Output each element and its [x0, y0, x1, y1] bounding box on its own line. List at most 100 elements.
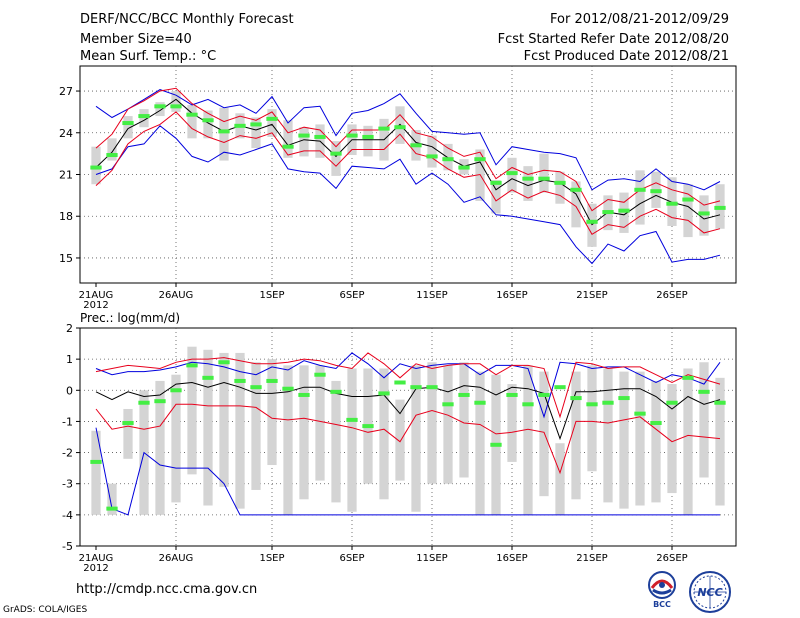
precipitation-y-tick-label: -4	[62, 509, 73, 522]
precipitation-mean-line	[95, 381, 721, 441]
temperature-x-tick-sublabel: 2012	[83, 300, 108, 311]
precipitation-box	[299, 365, 309, 500]
precipitation-box	[107, 483, 117, 515]
temperature-median-mark	[138, 114, 150, 119]
precipitation-y-tick-label: -5	[62, 540, 73, 553]
precipitation-x-tick-label: 26AUG	[159, 553, 194, 564]
precipitation-median-mark	[314, 372, 326, 377]
precipitation-median-mark	[410, 385, 422, 390]
temperature-median-mark	[602, 210, 614, 215]
precipitation-box	[123, 408, 133, 459]
precipitation-box	[699, 362, 709, 478]
precipitation-y-tick-label: -3	[62, 478, 73, 491]
precipitation-box	[187, 346, 197, 475]
precipitation-box	[443, 365, 453, 484]
temperature-median-mark	[346, 133, 358, 138]
precipitation-box	[155, 380, 165, 515]
precipitation-median-mark	[90, 459, 102, 464]
temperature-median-mark	[314, 134, 326, 139]
temperature-median-mark	[490, 180, 502, 185]
produced-date: Fcst Produced Date 2012/08/21	[523, 49, 729, 64]
temperature-median-mark	[154, 104, 166, 109]
temperature-box	[443, 143, 453, 171]
temperature-median-mark	[714, 205, 726, 210]
precipitation-box	[219, 352, 229, 487]
precipitation-median-mark	[666, 400, 678, 405]
temperature-box	[699, 195, 709, 236]
precipitation-box	[555, 443, 565, 515]
precipitation-median-mark	[298, 392, 310, 397]
precipitation-box	[235, 352, 245, 509]
precipitation-x-tick-label: 21SEP	[576, 553, 607, 564]
precipitation-median-mark	[218, 360, 230, 365]
temperature-median-mark	[634, 187, 646, 192]
temperature-box	[507, 157, 517, 193]
temperature-box	[587, 203, 597, 247]
precipitation-median-mark	[570, 396, 582, 401]
temperature-median-mark	[570, 187, 582, 192]
precipitation-box	[395, 399, 405, 481]
temperature-box	[91, 146, 101, 185]
precipitation-median-mark	[618, 396, 630, 401]
precipitation-median-mark	[442, 402, 454, 407]
temperature-median-mark	[298, 133, 310, 138]
temperature-median-mark	[186, 112, 198, 117]
temperature-median-mark	[330, 151, 342, 156]
temperature-box	[667, 177, 677, 226]
temperature-box	[363, 125, 373, 157]
temperature-median-mark	[538, 176, 550, 181]
temperature-median-mark	[522, 176, 534, 181]
temperature-box	[203, 110, 213, 139]
precipitation-box	[507, 384, 517, 462]
precipitation-median-mark	[698, 389, 710, 394]
temperature-median-mark	[266, 116, 278, 121]
precipitation-median-mark	[346, 417, 358, 422]
precipitation-y-tick-label: 0	[66, 384, 73, 397]
temperature-y-tick-label: 24	[59, 127, 73, 140]
precipitation-panel-title: Prec.: log(mm/d)	[80, 311, 180, 325]
source-url[interactable]: http://cmdp.ncc.cma.gov.cn	[76, 582, 258, 597]
temperature-x-tick-label: 6SEP	[339, 290, 364, 301]
temperature-median-mark	[378, 126, 390, 131]
precipitation-box	[171, 374, 181, 503]
precipitation-x-tick-label: 1SEP	[259, 553, 284, 564]
precipitation-median-mark	[602, 400, 614, 405]
precipitation-box	[667, 384, 677, 494]
temperature-box	[107, 138, 117, 161]
temperature-box	[251, 117, 261, 149]
temperature-box	[539, 153, 549, 193]
temperature-median-mark	[650, 189, 662, 194]
precipitation-median-mark	[282, 386, 294, 391]
temperature-median-mark	[698, 211, 710, 216]
temperature-median-mark	[666, 201, 678, 206]
precipitation-box	[91, 430, 101, 515]
precipitation-median-mark	[426, 385, 438, 390]
temperature-median-mark	[122, 121, 134, 126]
temperature-x-tick-label: 26AUG	[159, 290, 194, 301]
temperature-median-mark	[554, 180, 566, 185]
temperature-x-tick-label: 11SEP	[416, 290, 447, 301]
grads-credit: GrADS: COLA/IGES	[3, 605, 88, 615]
precipitation-median-mark	[138, 400, 150, 405]
precipitation-box	[571, 371, 581, 500]
precipitation-x-tick-label: 21AUG	[79, 553, 114, 564]
temperature-median-mark	[458, 165, 470, 170]
temperature-box	[171, 91, 181, 112]
temperature-box	[123, 116, 133, 139]
precipitation-box	[347, 368, 357, 512]
temperature-x-tick-label: 21SEP	[576, 290, 607, 301]
temperature-y-tick-label: 27	[59, 85, 73, 98]
precipitation-box	[331, 380, 341, 503]
precipitation-box	[715, 377, 725, 506]
precipitation-median-mark	[250, 385, 262, 390]
temperature-median-mark	[474, 157, 486, 162]
precipitation-y-tick-label: 2	[66, 322, 73, 335]
precipitation-box	[459, 362, 469, 478]
temperature-box	[683, 184, 693, 238]
precipitation-median-mark	[154, 399, 166, 404]
precipitation-box	[203, 349, 213, 506]
precipitation-median-mark	[650, 420, 662, 425]
temperature-median-mark	[506, 171, 518, 176]
temperature-box	[299, 127, 309, 157]
